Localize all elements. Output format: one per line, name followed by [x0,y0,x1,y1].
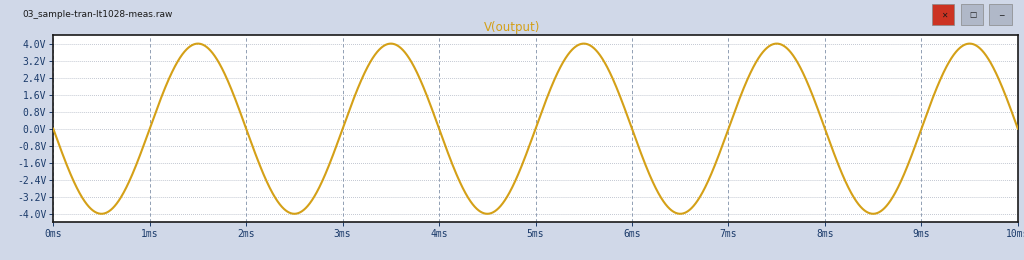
Text: ─: ─ [999,10,1004,20]
Text: 03_sample-tran-lt1028-meas.raw: 03_sample-tran-lt1028-meas.raw [23,10,173,20]
Text: V(output): V(output) [483,21,541,34]
FancyBboxPatch shape [961,4,983,25]
Text: □: □ [969,10,977,20]
Text: ✕: ✕ [941,10,947,20]
FancyBboxPatch shape [932,4,954,25]
FancyBboxPatch shape [989,4,1012,25]
